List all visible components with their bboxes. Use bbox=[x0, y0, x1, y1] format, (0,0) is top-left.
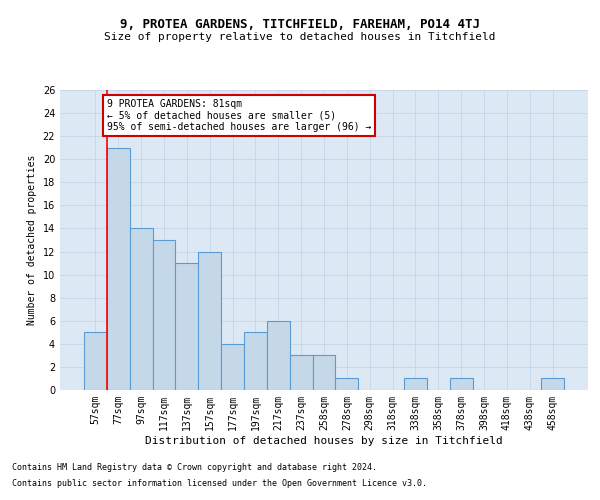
Y-axis label: Number of detached properties: Number of detached properties bbox=[27, 155, 37, 325]
Bar bbox=[198, 252, 221, 390]
Bar bbox=[175, 263, 198, 390]
Bar bbox=[152, 240, 175, 390]
Bar bbox=[130, 228, 152, 390]
X-axis label: Distribution of detached houses by size in Titchfield: Distribution of detached houses by size … bbox=[145, 436, 503, 446]
Text: Contains public sector information licensed under the Open Government Licence v3: Contains public sector information licen… bbox=[12, 478, 427, 488]
Bar bbox=[541, 378, 564, 390]
Bar bbox=[290, 356, 313, 390]
Bar bbox=[244, 332, 267, 390]
Bar bbox=[267, 321, 290, 390]
Bar bbox=[335, 378, 358, 390]
Text: Contains HM Land Registry data © Crown copyright and database right 2024.: Contains HM Land Registry data © Crown c… bbox=[12, 464, 377, 472]
Bar bbox=[221, 344, 244, 390]
Bar bbox=[107, 148, 130, 390]
Bar bbox=[84, 332, 107, 390]
Text: Size of property relative to detached houses in Titchfield: Size of property relative to detached ho… bbox=[104, 32, 496, 42]
Text: 9 PROTEA GARDENS: 81sqm
← 5% of detached houses are smaller (5)
95% of semi-deta: 9 PROTEA GARDENS: 81sqm ← 5% of detached… bbox=[107, 99, 371, 132]
Bar bbox=[450, 378, 473, 390]
Text: 9, PROTEA GARDENS, TITCHFIELD, FAREHAM, PO14 4TJ: 9, PROTEA GARDENS, TITCHFIELD, FAREHAM, … bbox=[120, 18, 480, 30]
Bar bbox=[313, 356, 335, 390]
Bar bbox=[404, 378, 427, 390]
